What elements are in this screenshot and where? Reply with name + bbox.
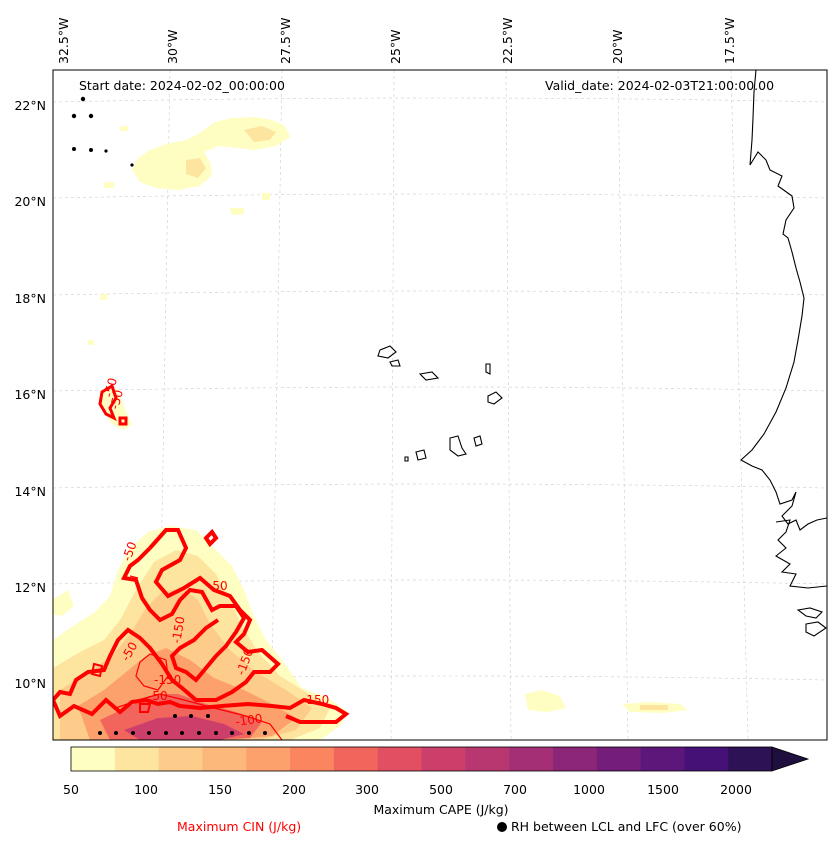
cin-contour-label: -50 [101,376,120,399]
valid-date-label: Valid_date: 2024-02-03T21:00:00.00 [545,78,775,93]
map-frame [52,69,828,741]
cbar-tick-label: 1500 [647,782,679,797]
cin-contour-label: -150 [302,693,329,707]
colorbar-swatch [290,747,335,771]
rh-dot-icon [497,822,507,832]
colorbar-swatch [465,747,510,771]
lat-label-22n: 22°N [14,98,46,113]
cbar-tick-label: 1000 [573,782,605,797]
cin-contours [53,383,350,740]
colorbar-extend-arrow [771,746,810,772]
cbar-tick-label: 2000 [720,782,752,797]
cin-contour-label: -50 [148,689,168,703]
colorbar-swatch [71,747,116,771]
cin-legend-label: Maximum CIN (J/kg) [177,819,302,834]
colorbar-title: Maximum CAPE (J/kg) [373,802,509,817]
cbar-tick-label: 300 [355,782,379,797]
rh-dots [71,96,267,735]
rh-legend-label: RH between LCL and LFC (over 60%) [511,819,742,834]
colorbar-swatch [552,747,598,771]
colorbar-swatch [202,747,247,771]
lat-label-18n: 18°N [14,291,46,306]
colorbar-swatch [377,747,422,771]
cbar-tick-label: 100 [134,782,158,797]
colorbar-swatch [596,747,642,771]
colorbar-swatch [246,747,291,771]
lat-label-12n: 12°N [14,580,46,595]
colorbar-swatch [158,747,203,771]
cin-contour-label: -150 [154,673,181,687]
cbar-tick-label: 50 [63,782,79,797]
colorbar-swatches [71,747,773,771]
cin-contour-label: -150 [169,615,188,644]
colorbar-swatch [421,747,466,771]
cbar-tick-label: 150 [208,782,232,797]
lat-label-14n: 14°N [14,484,46,499]
lat-label-20n: 20°N [14,194,46,209]
colorbar-swatch [509,747,554,771]
colorbar-swatch [114,747,160,771]
lat-label-16n: 16°N [14,387,46,402]
cbar-tick-label: 500 [429,782,453,797]
start-date-label: Start date: 2024-02-02_00:00:00 [79,78,285,93]
cin-contour-label: -50 [120,540,140,563]
colorbar-frame [70,746,773,772]
cin-contour-label: -50 [107,388,126,411]
cin-contour-label: -100 [234,711,263,729]
colorbar-swatch [684,747,729,771]
cbar-tick-label: 200 [282,782,306,797]
lat-label-10n: 10°N [14,676,46,691]
rh-legend: RH between LCL and LFC (over 60%) [497,819,741,834]
coastline [377,70,827,637]
cin-contour-label: -50 [208,579,228,593]
colorbar-swatch [333,747,379,771]
cbar-tick-label: 700 [503,782,527,797]
colorbar-swatch [728,747,773,771]
colorbar-swatch [640,747,685,771]
